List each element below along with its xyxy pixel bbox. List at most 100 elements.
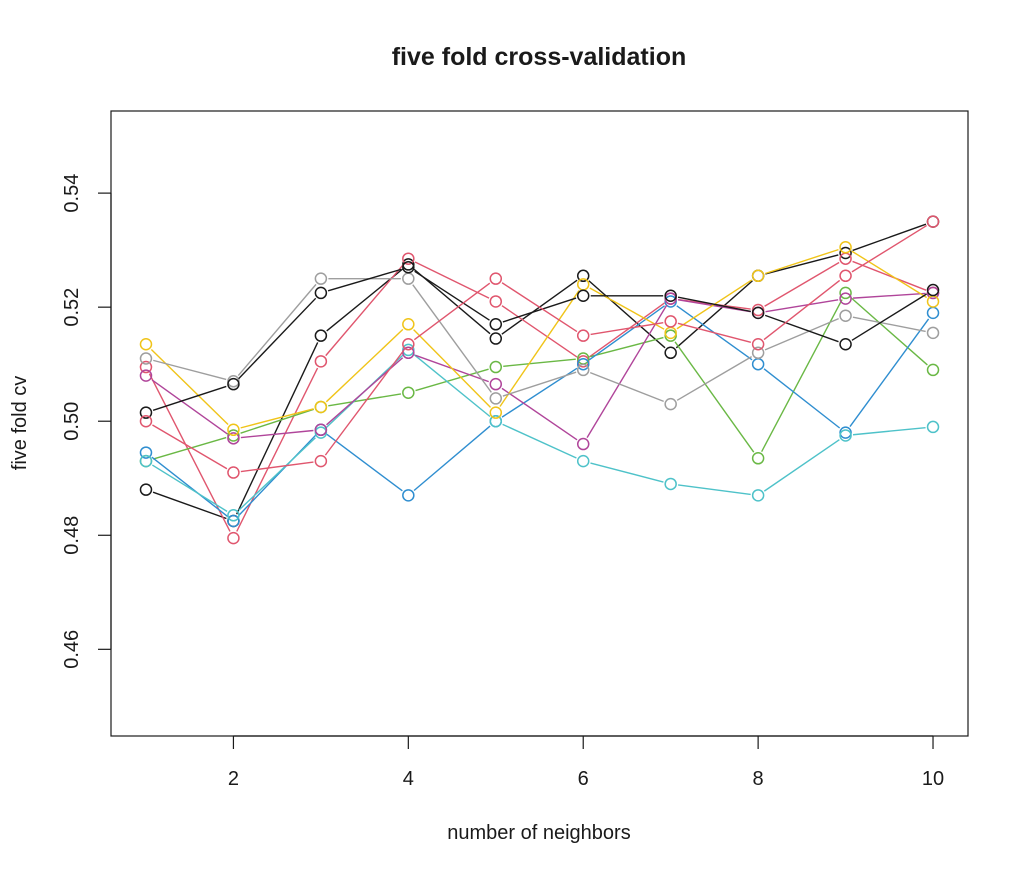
series-segment — [850, 297, 928, 366]
series-segment — [148, 373, 231, 532]
series-segment — [764, 261, 840, 307]
series-segment — [674, 341, 755, 453]
data-point — [926, 306, 940, 320]
series-segment — [152, 491, 227, 520]
x-tick-label: 4 — [403, 768, 414, 790]
data-point — [489, 272, 503, 285]
data-point — [139, 446, 153, 459]
series-segment — [677, 322, 752, 344]
series-segment — [499, 290, 580, 407]
series-segment — [413, 282, 491, 341]
series-segment — [412, 284, 492, 393]
series-3 — [139, 286, 940, 468]
series-segment — [240, 461, 314, 473]
data-point — [139, 414, 153, 428]
data-point — [926, 283, 940, 297]
y-tick-label: 0.48 — [61, 516, 83, 555]
series-segment — [763, 279, 841, 341]
data-point — [926, 420, 940, 434]
data-point — [227, 377, 240, 391]
series-10 — [139, 215, 940, 479]
data-point — [576, 329, 590, 342]
data-point — [139, 454, 153, 468]
data-point — [751, 452, 765, 465]
x-tick-label: 8 — [753, 768, 764, 790]
series-segment — [153, 359, 227, 381]
data-point — [314, 400, 328, 414]
series-segment — [151, 456, 228, 517]
plot-area — [110, 110, 969, 737]
series-segment — [765, 299, 839, 313]
data-point — [839, 246, 852, 260]
data-point — [402, 318, 415, 331]
data-point — [489, 377, 503, 391]
data-point — [402, 337, 415, 351]
data-point — [402, 261, 415, 274]
series-segment — [413, 329, 491, 408]
series-segment — [588, 280, 666, 349]
series-segment — [765, 254, 839, 275]
series-9 — [139, 261, 940, 419]
data-point — [751, 306, 765, 320]
series-segment — [764, 318, 839, 351]
series-segment — [238, 437, 316, 511]
series-segment — [852, 223, 927, 252]
data-point — [576, 278, 590, 291]
data-point — [227, 466, 240, 479]
series-segment — [589, 287, 665, 330]
data-point — [489, 318, 503, 331]
series-segment — [328, 393, 402, 407]
data-point — [751, 337, 765, 351]
series-segment — [763, 368, 841, 429]
data-point — [402, 489, 415, 502]
data-point — [314, 454, 328, 468]
series-segment — [502, 371, 577, 397]
series-segment — [238, 297, 317, 380]
data-point — [664, 315, 677, 328]
series-6 — [139, 286, 940, 451]
series-segment — [152, 385, 227, 412]
data-point — [314, 423, 328, 437]
series-8 — [139, 272, 940, 411]
series-segment — [764, 314, 839, 343]
series-segment — [503, 358, 576, 368]
data-point — [839, 269, 852, 283]
series-segment — [325, 263, 404, 357]
series-segment — [853, 292, 926, 299]
data-point — [139, 406, 153, 419]
y-axis-label: five fold cv — [9, 376, 31, 470]
series-segment — [240, 408, 314, 429]
series-segment — [240, 408, 314, 434]
series-segment — [502, 297, 577, 323]
data-point — [664, 477, 677, 491]
series-segment — [325, 328, 404, 403]
data-point — [751, 489, 765, 502]
series-segment — [852, 426, 926, 436]
data-point — [314, 355, 328, 368]
data-point — [402, 272, 415, 285]
series-segment — [236, 367, 319, 532]
series-segment — [851, 293, 928, 341]
data-point — [926, 363, 940, 377]
y-tick-label: 0.50 — [61, 402, 83, 441]
series-segment — [589, 371, 664, 403]
data-point — [489, 360, 503, 374]
series-segment — [501, 282, 578, 333]
data-point — [664, 346, 677, 360]
series-segment — [851, 250, 928, 299]
data-point — [664, 397, 677, 411]
data-point — [139, 369, 153, 382]
series-segment — [677, 296, 751, 313]
series-segment — [588, 305, 665, 361]
series-4 — [139, 295, 940, 528]
series-segment — [413, 354, 491, 418]
series-segment — [326, 433, 403, 492]
series-segment — [238, 434, 317, 517]
series-layer — [139, 215, 940, 545]
series-segment — [590, 321, 664, 336]
series-segment — [502, 423, 577, 459]
data-point — [139, 483, 153, 496]
x-axis-label: number of neighbors — [447, 822, 630, 844]
data-point — [139, 337, 153, 351]
